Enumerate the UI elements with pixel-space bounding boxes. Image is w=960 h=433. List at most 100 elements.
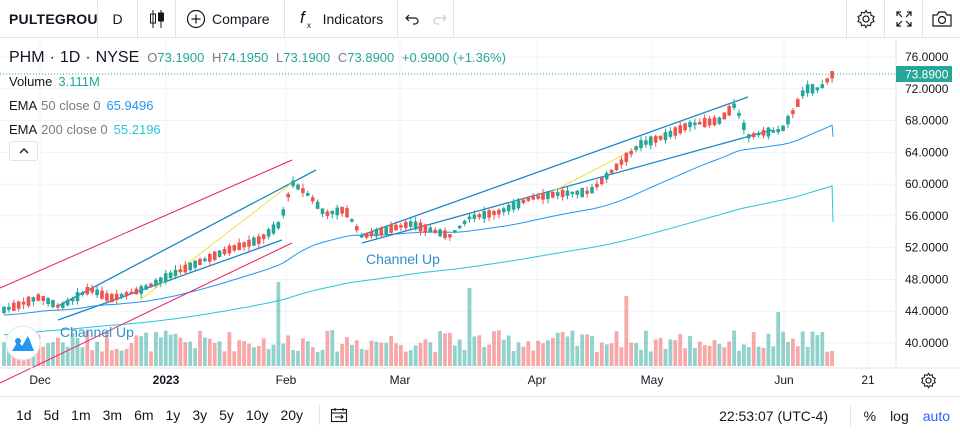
volume-bar — [712, 340, 717, 366]
volume-bar — [276, 282, 281, 366]
fullscreen-button[interactable] — [884, 0, 922, 38]
range-5y[interactable]: 5y — [219, 407, 234, 423]
candle-body — [747, 134, 751, 139]
ohlc-values: O73.1900 H74.1950 L73.1900 C73.8900 +0.9… — [147, 50, 506, 66]
axis-settings-button[interactable] — [921, 372, 936, 389]
candle-body — [472, 214, 477, 219]
candle-body — [497, 209, 501, 215]
volume-bar — [75, 337, 80, 366]
candle-body — [796, 99, 800, 107]
chart-type-button[interactable] — [138, 0, 176, 38]
candle-body — [673, 127, 678, 136]
volume-bar — [521, 346, 526, 366]
range-6m[interactable]: 6m — [134, 407, 154, 423]
candle-body — [384, 225, 388, 235]
volume-bar — [350, 344, 354, 366]
symbol-legend-row[interactable]: PHM · 1D · NYSE O73.1900 H74.1950 L73.19… — [9, 49, 506, 66]
volume-bar — [271, 344, 276, 366]
bottom-toolbar: 1d 5d 1m 3m 6m 1y 3y 5y 10y 20y 22:53:07 (UTC-4) … — [0, 396, 960, 433]
legend-collapse-button[interactable] — [9, 141, 38, 161]
calendar-range-icon — [331, 408, 348, 423]
candle-body — [658, 136, 663, 140]
candles-icon — [149, 9, 164, 28]
range-1d[interactable]: 1d — [16, 407, 32, 423]
candle-body — [487, 210, 491, 218]
candle-body — [325, 211, 330, 217]
candle-body — [462, 220, 467, 225]
candle-body — [624, 152, 629, 163]
ema200-label: EMA — [9, 122, 38, 137]
candle-body — [350, 219, 354, 222]
range-10y[interactable]: 10y — [245, 407, 269, 423]
volume-bar — [570, 330, 575, 366]
undo-button[interactable] — [398, 0, 426, 38]
tradingview-logo[interactable] — [5, 325, 41, 361]
candle-body — [408, 221, 413, 227]
candle-body — [786, 116, 790, 125]
volume-bar — [443, 333, 447, 366]
candle-body — [722, 112, 727, 120]
channel1-label: Channel Up — [60, 324, 134, 340]
candle-body — [614, 163, 619, 171]
volume-bar — [536, 340, 540, 366]
symbol-search[interactable]: PULTEGROUP — [0, 0, 98, 38]
range-20y[interactable]: 20y — [280, 407, 304, 423]
volume-bar — [217, 341, 222, 366]
compare-button[interactable]: Compare — [176, 0, 285, 38]
candle-body — [555, 192, 560, 196]
volume-bar — [506, 335, 511, 366]
range-3m[interactable]: 3m — [102, 407, 123, 423]
candle-body — [163, 273, 168, 283]
candle-body — [688, 121, 692, 128]
candle-body — [825, 78, 829, 83]
volume-bar — [413, 345, 418, 366]
ema200-params: 200 close 0 — [41, 122, 108, 137]
goto-date-button[interactable] — [330, 407, 348, 423]
price-axis[interactable]: 76.0000 72.0000 68.0000 64.0000 60.0000 56.00… — [905, 50, 949, 350]
volume-bar — [609, 343, 614, 366]
time-axis[interactable]: Dec 2023 Feb Mar Apr May Jun 21 — [29, 373, 875, 387]
auto-toggle[interactable]: auto — [922, 407, 950, 424]
settings-button[interactable] — [846, 0, 884, 38]
volume-bar — [178, 337, 183, 366]
candle-body — [276, 221, 281, 229]
candle-body — [320, 208, 325, 215]
volume-bar — [550, 337, 555, 366]
log-toggle[interactable]: log — [890, 407, 909, 424]
range-3y[interactable]: 3y — [192, 407, 208, 423]
redo-button[interactable] — [426, 0, 455, 38]
volume-bar — [727, 341, 732, 366]
candle-body — [90, 287, 94, 293]
volume-bar — [737, 350, 741, 366]
indicators-button[interactable]: f x Indicators — [285, 0, 399, 38]
interval-button[interactable]: D — [98, 0, 138, 38]
volume-bar — [457, 339, 462, 366]
candle-body — [644, 140, 648, 145]
volume-bar — [296, 350, 300, 366]
ema200-legend-row[interactable]: EMA 200 close 0 55.2196 — [9, 118, 506, 142]
snapshot-button[interactable] — [922, 0, 960, 38]
change-value: +0.9900 (+1.36%) — [401, 50, 506, 65]
price-tick-label: 76.0000 — [905, 50, 949, 64]
volume-bar — [673, 340, 678, 366]
volume-bar — [193, 348, 197, 366]
volume-bar — [301, 338, 305, 366]
clock[interactable]: 22:53:07 (UTC-4) — [719, 407, 828, 424]
legend-symbol: PHM — [9, 49, 45, 66]
percent-toggle[interactable]: % — [863, 407, 877, 424]
undo-icon — [405, 14, 419, 25]
gear-icon — [921, 372, 936, 389]
volume-legend-row[interactable]: Volume 3.111M — [9, 70, 506, 94]
range-5d[interactable]: 5d — [43, 407, 60, 423]
candle-body — [639, 140, 643, 148]
range-1m[interactable]: 1m — [71, 407, 91, 423]
volume-bar — [158, 337, 163, 366]
candle-body — [791, 110, 795, 115]
range-1y[interactable]: 1y — [165, 407, 181, 423]
price-chart[interactable]: 76.0000 72.0000 68.0000 64.0000 60.0000 56.00… — [0, 39, 960, 395]
volume-bar — [448, 332, 452, 366]
candle-body — [600, 177, 604, 185]
volume-bar — [795, 346, 800, 366]
volume-bar — [771, 346, 776, 366]
ema50-legend-row[interactable]: EMA 50 close 0 65.9496 — [9, 94, 506, 118]
